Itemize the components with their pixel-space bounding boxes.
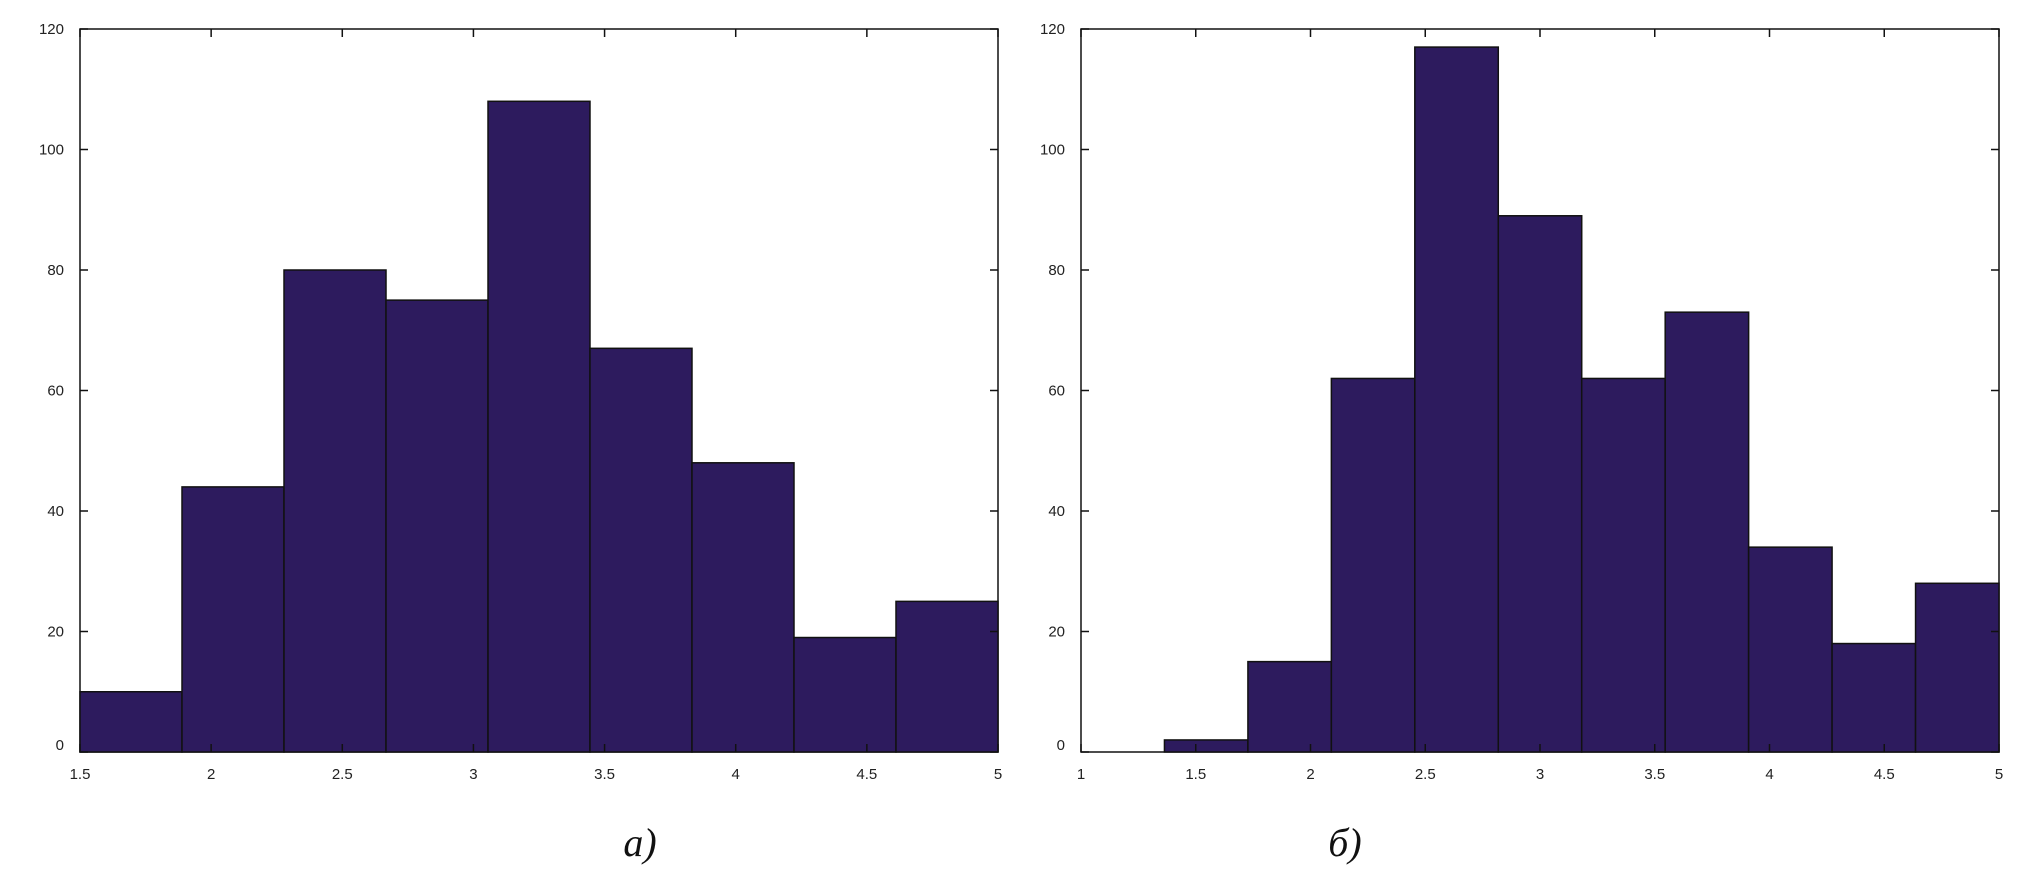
- histogram-bar-a-5: [589, 347, 693, 753]
- y-ticks-b: 0 20 40 60 80 100 120: [1040, 21, 1999, 754]
- x-ticks-b: 1 1.5 2 2.5 3 3.5 4 4.5 5: [1077, 29, 2003, 783]
- bars-b: [1163, 46, 2000, 753]
- x-tick-label-b-3: 2.5: [1415, 766, 1436, 783]
- x-tick-label-a-2: 2.5: [332, 766, 353, 783]
- histogram-bar-a-3: [385, 299, 489, 753]
- y-tick-label-b-6: 120: [1040, 21, 1065, 38]
- histogram-bar-b-10: [1914, 582, 2000, 753]
- x-tick-label-a-0: 1.5: [70, 766, 91, 783]
- x-tick-label-a-4: 3.5: [594, 766, 615, 783]
- x-tick-label-a-5: 4: [732, 766, 740, 783]
- y-tick-label-b-0: 0: [1057, 737, 1065, 754]
- y-tick-label-a-4: 80: [47, 262, 64, 279]
- histogram-bar-b-6: [1580, 377, 1666, 753]
- y-ticks-a: 0 20 40 60 80 100 120: [39, 21, 998, 754]
- x-tick-label-b-2: 2: [1306, 766, 1314, 783]
- histogram-bar-b-3: [1330, 377, 1416, 753]
- caption-a: а): [623, 820, 656, 865]
- y-tick-label-a-1: 20: [47, 624, 64, 641]
- x-ticks-a: 1.5 2 2.5 3 3.5 4 4.5 5: [70, 29, 1002, 783]
- y-tick-label-a-0: 0: [56, 737, 64, 754]
- y-tick-label-a-3: 60: [47, 383, 64, 400]
- x-tick-label-b-1: 1.5: [1185, 766, 1206, 783]
- x-tick-label-a-6: 4.5: [856, 766, 877, 783]
- x-tick-label-b-8: 5: [1995, 766, 2003, 783]
- histogram-bar-b-9: [1831, 642, 1917, 753]
- histogram-bar-a-2: [283, 269, 387, 753]
- x-tick-label-b-6: 4: [1765, 766, 1773, 783]
- histogram-a: 1.5 2 2.5 3 3.5 4 4.5 5 0 20 40 60 80 100 120 а): [39, 21, 1002, 865]
- y-tick-label-b-2: 40: [1048, 503, 1065, 520]
- x-tick-label-b-5: 3.5: [1644, 766, 1665, 783]
- x-tick-label-b-7: 4.5: [1874, 766, 1895, 783]
- y-tick-label-b-5: 100: [1040, 142, 1065, 159]
- bars-a: [79, 100, 999, 753]
- x-tick-label-a-3: 3: [469, 766, 477, 783]
- histogram-bar-a-1: [181, 486, 285, 753]
- x-tick-label-a-1: 2: [207, 766, 215, 783]
- histogram-bar-a-4: [487, 100, 591, 753]
- histogram-bar-a-8: [895, 600, 999, 753]
- x-tick-label-b-0: 1: [1077, 766, 1085, 783]
- histogram-bar-b-7: [1664, 311, 1750, 753]
- histogram-b: 1 1.5 2 2.5 3 3.5 4 4.5 5 0 20 40 60 80 100 120 б): [1040, 21, 2003, 865]
- y-tick-label-a-5: 100: [39, 142, 64, 159]
- y-tick-label-a-2: 40: [47, 503, 64, 520]
- histogram-bar-b-4: [1414, 46, 1500, 753]
- histogram-bar-a-6: [691, 462, 795, 753]
- y-tick-label-b-3: 60: [1048, 383, 1065, 400]
- y-tick-label-b-4: 80: [1048, 262, 1065, 279]
- y-tick-label-b-1: 20: [1048, 624, 1065, 641]
- histogram-bar-b-1: [1163, 739, 1249, 753]
- histogram-bar-b-5: [1497, 215, 1583, 753]
- histogram-bar-b-8: [1747, 546, 1833, 753]
- caption-b: б): [1328, 820, 1361, 865]
- x-tick-label-b-4: 3: [1536, 766, 1544, 783]
- histogram-bar-a-7: [793, 636, 897, 753]
- histogram-bar-b-2: [1247, 660, 1333, 753]
- histogram-bar-a-0: [79, 691, 183, 753]
- x-tick-label-a-7: 5: [994, 766, 1002, 783]
- y-tick-label-a-6: 120: [39, 21, 64, 38]
